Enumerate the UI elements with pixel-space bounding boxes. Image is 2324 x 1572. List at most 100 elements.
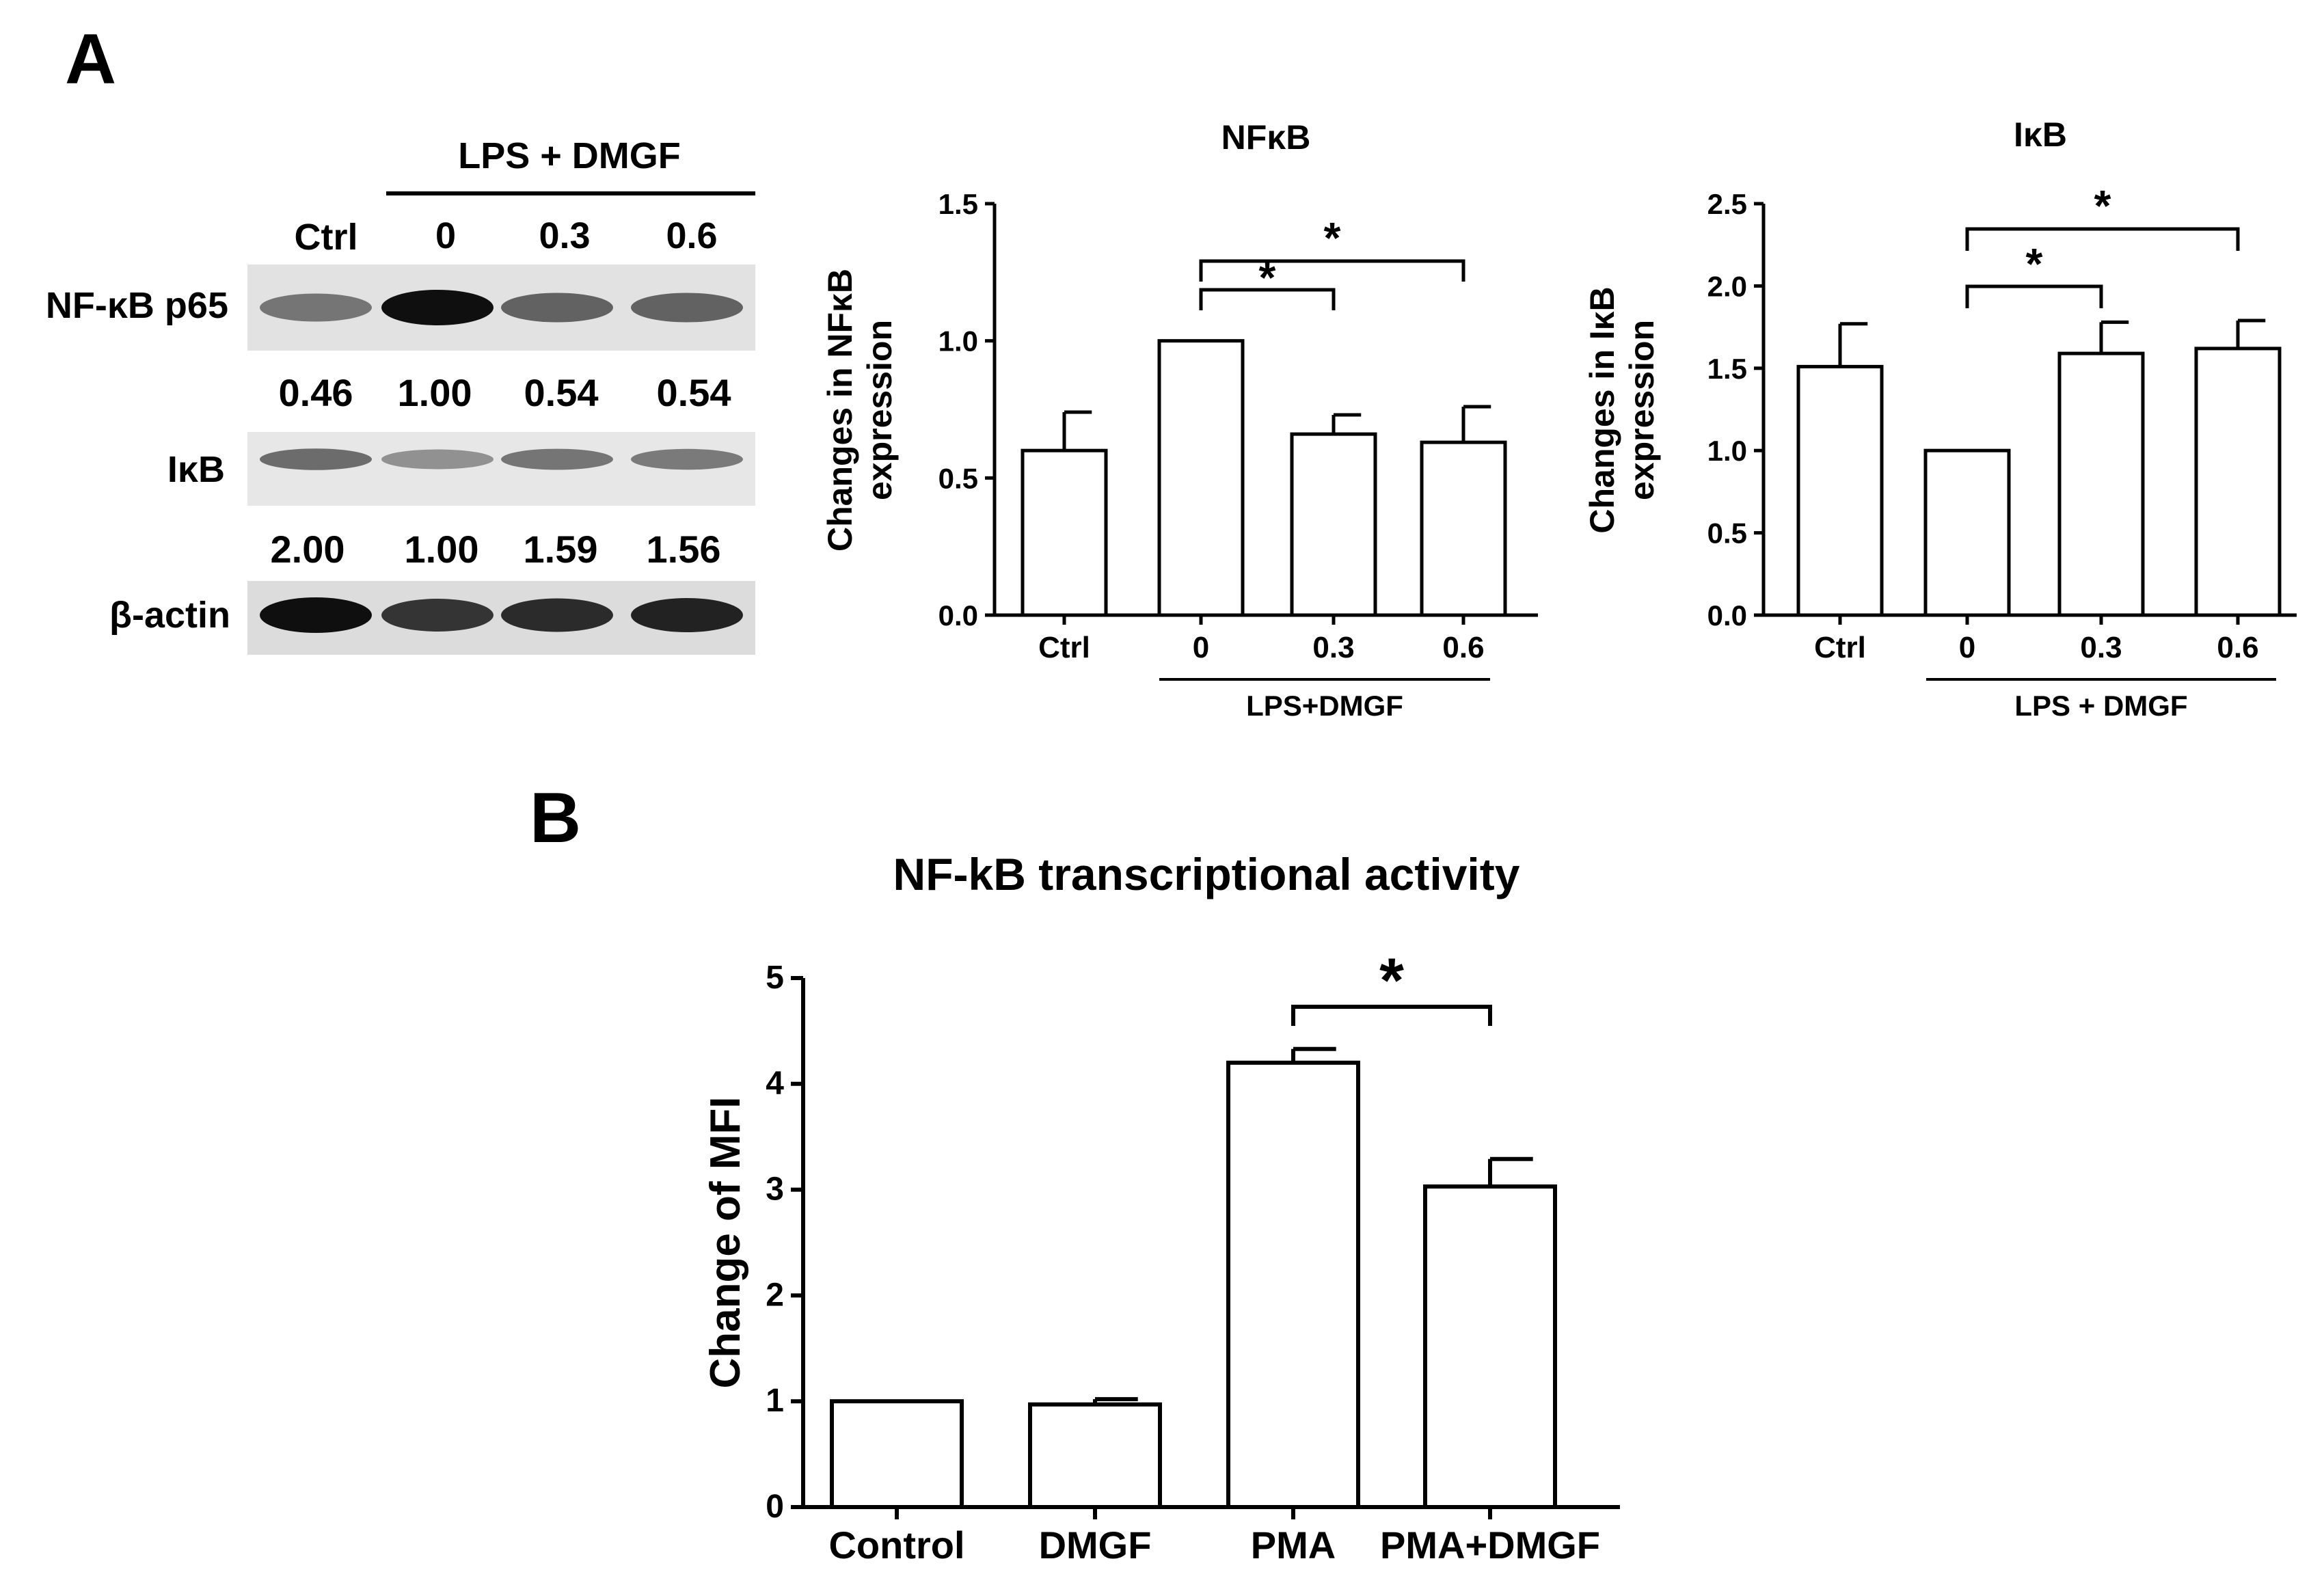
blot-value: 1.00 — [398, 371, 472, 414]
y-tick-label: 0.5 — [1707, 517, 1747, 550]
blot-lane-label: 0 — [435, 215, 456, 256]
bar — [1923, 448, 2011, 617]
y-tick-label: 3 — [766, 1171, 784, 1208]
group-label: LPS + DMGF — [2014, 690, 2187, 722]
blot-protein-label: IκB — [167, 449, 225, 490]
blot-band — [501, 293, 613, 323]
category-label: 0 — [1959, 631, 1975, 664]
y-axis-title: Changes in NFκBexpression — [821, 269, 899, 552]
bar — [1226, 1060, 1360, 1509]
blot-bands-nfkb — [260, 290, 743, 325]
category-label: DMGF — [1039, 1523, 1152, 1567]
significance-bracket — [1199, 288, 1336, 310]
blot-protein-label: β-actin — [109, 595, 230, 636]
bar — [1423, 1184, 1557, 1510]
y-tick-label: 2.0 — [1707, 270, 1747, 302]
category-label: 0.6 — [1442, 631, 1484, 664]
blot-band — [501, 598, 613, 632]
blot-band — [631, 598, 743, 632]
bar — [1028, 1402, 1162, 1509]
western-blot: LPS + DMGF Ctrl 0 0.3 0.6 NF-κB p65 0.46… — [46, 135, 755, 655]
blot-band — [381, 599, 494, 632]
blot-lane-label: 0.3 — [539, 215, 590, 256]
blot-bands-ikb — [260, 448, 743, 470]
y-tick-label: 1.5 — [938, 188, 978, 220]
significance-bracket — [1199, 259, 1465, 282]
category-label: 0.3 — [2080, 631, 2122, 664]
category-label: Ctrl — [1038, 631, 1090, 664]
blot-value: 2.00 — [271, 528, 345, 571]
group-label: LPS+DMGF — [1246, 690, 1403, 722]
significance-star: * — [1379, 946, 1404, 1016]
y-axis-title: Changes in IκBexpression — [1583, 286, 1661, 533]
panel-label-b: B — [530, 778, 581, 858]
blot-value: 0.54 — [524, 371, 599, 414]
bar — [1157, 339, 1245, 617]
significance-bracket — [1965, 227, 2240, 251]
blot-band — [260, 597, 372, 633]
blot-band — [631, 293, 743, 323]
chart-nfkb: NFκB Changes in NFκBexpression 0.0 0.5 1.0 1.… — [821, 118, 1538, 722]
bar — [2057, 351, 2145, 617]
significance-bracket — [1965, 284, 2103, 308]
blot-band — [260, 293, 372, 322]
blot-protein-label: NF-κB p65 — [46, 285, 228, 326]
y-axis-title-line: Changes in IκB — [1583, 286, 1621, 533]
bar — [1290, 432, 1377, 617]
y-tick-label: 1.0 — [938, 325, 978, 357]
bar — [830, 1399, 964, 1509]
blot-band — [501, 448, 613, 470]
y-tick-label: 0.0 — [1707, 599, 1747, 632]
blot-bands-actin — [260, 597, 743, 633]
significance-star: * — [2026, 239, 2043, 288]
category-label: PMA — [1251, 1523, 1336, 1567]
y-tick-label: 1 — [766, 1383, 784, 1419]
y-tick-label: 0 — [766, 1489, 784, 1525]
significance-bracket — [1291, 1005, 1492, 1026]
y-tick-label: 1.5 — [1707, 353, 1747, 385]
y-axis-title-line: expression — [1623, 320, 1661, 500]
y-tick-label: 2 — [766, 1277, 784, 1313]
category-label: Ctrl — [1814, 631, 1866, 664]
blot-group-label: LPS + DMGF — [458, 135, 681, 176]
blot-band — [381, 290, 494, 325]
y-tick-label: 2.5 — [1707, 188, 1747, 220]
y-axis-title-line: Change of MFI — [702, 1096, 749, 1388]
blot-band — [260, 448, 372, 470]
bar — [1420, 440, 1507, 617]
category-label: 0.3 — [1312, 631, 1354, 664]
blot-lane-label: 0.6 — [666, 215, 717, 256]
blot-value: 1.00 — [405, 528, 479, 571]
chart-title: IκB — [2014, 116, 2067, 154]
y-tick-label: 5 — [766, 960, 784, 996]
y-axis-title: Change of MFI — [702, 1096, 749, 1388]
blot-lane-label: Ctrl — [295, 217, 358, 258]
category-label: Control — [828, 1523, 964, 1567]
category-label: 0 — [1193, 631, 1209, 664]
significance-star: * — [2094, 181, 2111, 230]
y-axis-title-line: expression — [861, 320, 899, 500]
y-axis-title-line: Changes in NFκB — [821, 269, 859, 552]
chart-title: NF-kB transcriptional activity — [893, 849, 1520, 899]
blot-value: 0.46 — [279, 371, 353, 414]
y-tick-label: 0.5 — [938, 462, 978, 494]
panel-label-a: A — [65, 20, 116, 99]
chart-title: NFκB — [1221, 118, 1311, 157]
blot-band — [631, 448, 743, 470]
chart-ikb: IκB Changes in IκBexpression 0.0 0.5 1.0 1.5 2… — [1583, 116, 2297, 722]
blot-value: 1.59 — [524, 528, 598, 571]
y-tick-label: 0.0 — [938, 599, 978, 632]
bar — [1021, 448, 1108, 617]
chart-nfkb-transcriptional-activity: NF-kB transcriptional activity Change of … — [702, 849, 1620, 1567]
y-tick-label: 1.0 — [1707, 435, 1747, 467]
bar — [2194, 347, 2282, 617]
bar — [1796, 364, 1884, 617]
y-tick-label: 4 — [766, 1066, 784, 1102]
blot-band — [381, 449, 494, 470]
category-label: PMA+DMGF — [1380, 1523, 1600, 1567]
category-label: 0.6 — [2217, 631, 2258, 664]
significance-star: * — [1324, 213, 1341, 262]
blot-value: 1.56 — [647, 528, 721, 571]
blot-value: 0.54 — [657, 371, 731, 414]
